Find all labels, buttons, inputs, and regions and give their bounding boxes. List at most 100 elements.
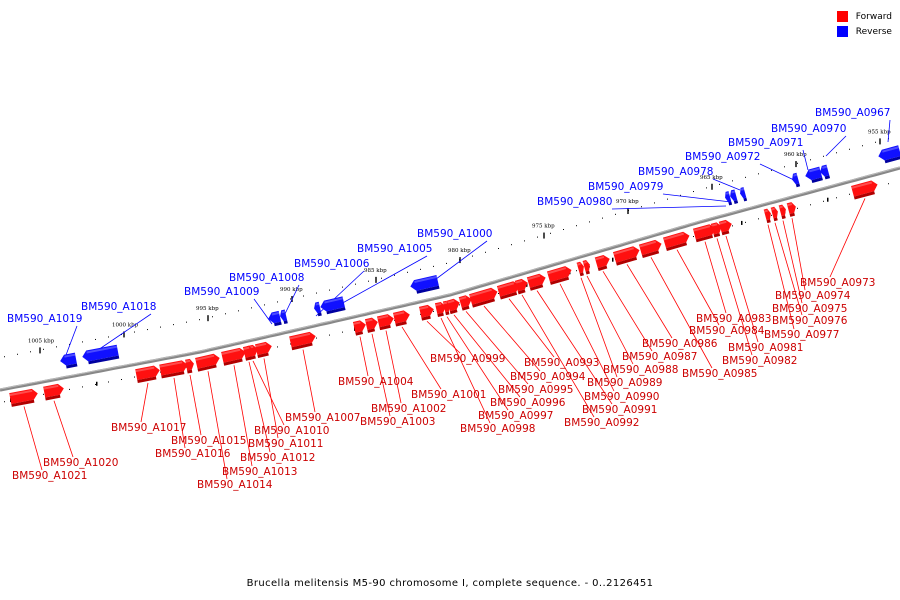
gene-label-bm590_a0967: BM590_A0967	[815, 107, 890, 119]
gene-label-bm590_a0974: BM590_A0974	[775, 290, 851, 302]
minor-tick	[225, 313, 226, 315]
gene-shadow	[499, 291, 518, 300]
leader-line	[359, 336, 369, 377]
leader-line	[704, 241, 727, 314]
gene-label-bm590_a0991: BM590_A0991	[582, 404, 657, 416]
gene-shine	[731, 190, 736, 194]
gene-shine	[882, 146, 899, 153]
gene-arrow	[851, 180, 878, 197]
gene-shadow	[766, 219, 771, 224]
gene-arrow	[730, 189, 738, 202]
gene-arrow	[392, 310, 410, 324]
leader-line	[586, 275, 634, 365]
gene-shadow	[579, 272, 584, 277]
leader-line	[483, 305, 541, 372]
gene-label-bm590_a0976: BM590_A0976	[772, 315, 848, 327]
chromosome-backbone	[0, 166, 900, 392]
gene-label-bm590_a0972: BM590_A0972	[685, 151, 760, 163]
gene-arrow	[725, 191, 732, 203]
scale-tick-label: 980 kbp	[448, 248, 471, 254]
minor-tick	[693, 236, 694, 238]
leader-line	[716, 238, 753, 356]
minor-tick	[446, 262, 447, 264]
gene-arrow	[792, 172, 800, 185]
gene-shine	[185, 359, 191, 363]
gene-shine	[808, 167, 821, 173]
forward-gene	[442, 300, 450, 316]
gene-arrow	[442, 300, 450, 313]
leader-line	[426, 320, 461, 354]
leader-line	[140, 382, 149, 423]
gene-shadow	[88, 355, 120, 365]
forward-gene	[289, 331, 316, 351]
reverse-swatch	[836, 26, 848, 37]
scale-tick-label: 970 kbp	[616, 199, 639, 205]
gene-shine	[770, 207, 775, 211]
gene-shadow	[437, 312, 444, 317]
gene-shine	[469, 288, 492, 298]
gene-arrow	[496, 281, 520, 297]
minor-tick	[641, 206, 642, 208]
gene-shine	[527, 274, 541, 281]
gene-shadow	[161, 371, 185, 379]
reverse-gene	[82, 344, 120, 365]
minor-tick	[771, 169, 772, 171]
minor-tick	[836, 197, 837, 199]
gene-shine	[135, 366, 155, 373]
minor-tick	[511, 244, 512, 246]
forward-gene	[135, 365, 160, 383]
minor-tick	[537, 236, 538, 238]
leader-line	[676, 249, 720, 326]
gene-shine	[271, 311, 280, 316]
minor-tick	[121, 379, 122, 381]
gene-arrow	[763, 208, 771, 221]
gene-arrow	[576, 261, 584, 274]
minor-tick	[160, 371, 161, 373]
minor-tick	[420, 313, 421, 315]
legend-label-forward: Forward	[855, 11, 892, 22]
leader-line	[580, 277, 618, 378]
scale-tick-label: 965 kbp	[700, 175, 723, 181]
gene-label-bm590_a1021: BM590_A1021	[12, 470, 87, 482]
gene-label-bm590_a0982: BM590_A0982	[722, 355, 797, 367]
gene-shadow	[137, 376, 157, 383]
gene-label-bm590_a1017: BM590_A1017	[111, 422, 186, 434]
gene-shadow	[713, 232, 721, 238]
leader-line	[767, 224, 795, 330]
forward-gene	[594, 254, 610, 271]
minor-tick	[628, 210, 629, 212]
gene-shadow	[291, 342, 313, 351]
leader-line	[253, 298, 273, 325]
leader-line	[97, 313, 152, 351]
minor-tick	[498, 247, 499, 249]
gene-shine	[778, 205, 783, 209]
minor-tick	[264, 304, 265, 306]
gene-shine	[514, 279, 523, 284]
gene-arrow	[82, 344, 119, 362]
gene-shine	[9, 389, 33, 397]
minor-tick	[797, 207, 798, 209]
gene-shine	[458, 296, 467, 301]
minor-tick	[433, 265, 434, 267]
gene-arrow	[778, 204, 786, 217]
minor-tick	[43, 393, 44, 395]
backbone-highlight	[0, 166, 900, 390]
forward-gene	[221, 347, 246, 366]
leader-line	[385, 330, 402, 404]
gene-shadow	[472, 298, 496, 308]
gene-shadow	[355, 331, 364, 336]
minor-tick	[576, 270, 577, 272]
gene-label-bm590_a0999: BM590_A0999	[430, 353, 505, 365]
leader-line	[453, 314, 521, 398]
minor-tick	[368, 280, 369, 282]
leader-line	[825, 135, 847, 157]
forward-gene	[718, 219, 732, 236]
gene-shine	[365, 318, 373, 323]
reverse-gene	[820, 164, 831, 180]
minor-tick	[420, 268, 421, 270]
minor-tick	[745, 176, 746, 178]
leader-line	[759, 163, 795, 181]
scale-tick-label: 1005 kbp	[28, 338, 55, 344]
minor-tick	[732, 225, 733, 227]
forward-gene	[851, 180, 878, 200]
